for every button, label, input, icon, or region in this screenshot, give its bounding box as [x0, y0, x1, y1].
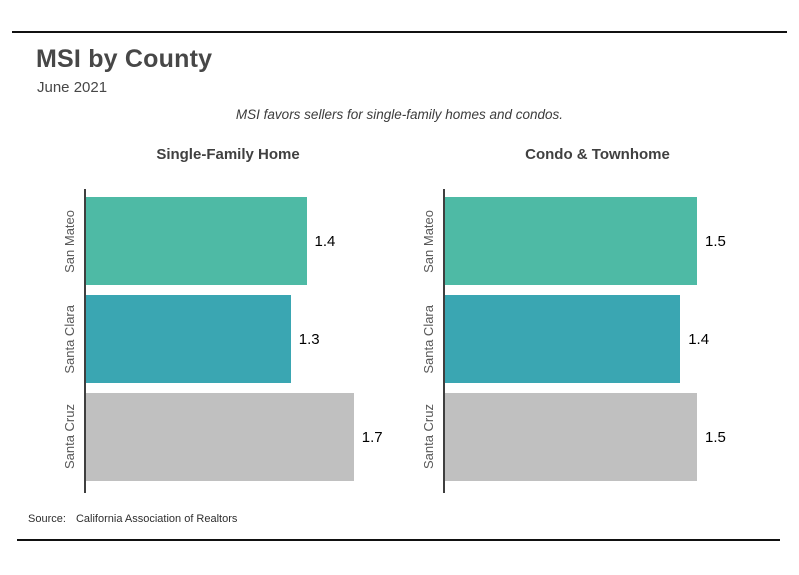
header: MSI by County June 2021 [36, 45, 212, 96]
bar-san-mateo [445, 197, 697, 285]
data-label: 1.5 [705, 428, 726, 446]
source-text: California Association of Realtors [75, 513, 238, 525]
top-divider [12, 31, 787, 33]
bar-santa-cruz [445, 393, 697, 481]
plot-area: San Mateo Santa Clara Santa Cruz 1.5 1.4 1.5 [414, 189, 781, 493]
chart-title: Condo & Townhome [525, 146, 670, 163]
bottom-divider [17, 539, 780, 541]
page-title: MSI by County [36, 45, 213, 73]
data-label: 1.7 [361, 428, 383, 446]
chart-single-family: Single-Family Home San Mateo Santa Clara S… [55, 146, 401, 493]
bar-row: 1.5 [445, 197, 781, 285]
category-label-text: Santa Cruz [421, 404, 436, 470]
plot-area: San Mateo Santa Clara Santa Cruz 1.4 1.3 1.7 [55, 189, 401, 493]
charts-row: Single-Family Home San Mateo Santa Clara S… [55, 146, 781, 493]
bar-row: 1.7 [86, 393, 401, 481]
bars-area: 1.5 1.4 1.5 [443, 189, 781, 493]
source-line: Source: California Association of Realto… [28, 513, 237, 525]
category-label: San Mateo [414, 197, 443, 285]
bar-row: 1.4 [445, 295, 781, 383]
category-label: Santa Clara [414, 295, 443, 383]
category-label-text: San Mateo [421, 209, 436, 273]
category-label-text: Santa Clara [421, 304, 436, 374]
category-label: San Mateo [55, 197, 84, 285]
data-label: 1.3 [298, 330, 320, 348]
bar-row: 1.4 [86, 197, 401, 285]
chart-title: Single-Family Home [156, 146, 300, 163]
category-label-text: Santa Cruz [62, 404, 77, 470]
source-label: Source: [28, 513, 66, 525]
chart-note: MSI favors sellers for single-family hom… [235, 107, 564, 122]
chart-condo-townhome: Condo & Townhome San Mateo Santa Clara San… [414, 146, 781, 493]
page-subtitle: June 2021 [37, 79, 108, 96]
bar-santa-clara [445, 295, 681, 383]
bar-row: 1.3 [86, 295, 401, 383]
category-labels: San Mateo Santa Clara Santa Cruz [55, 189, 84, 493]
category-label-text: Santa Clara [62, 304, 77, 374]
bar-santa-cruz [86, 393, 354, 481]
category-labels: San Mateo Santa Clara Santa Cruz [414, 189, 443, 493]
bar-santa-clara [86, 295, 291, 383]
bar-san-mateo [86, 197, 307, 285]
data-label: 1.4 [688, 330, 710, 348]
category-label-text: San Mateo [62, 209, 77, 273]
data-label: 1.4 [314, 232, 336, 250]
data-label: 1.5 [705, 232, 726, 250]
category-label: Santa Cruz [414, 393, 443, 481]
bar-row: 1.5 [445, 393, 781, 481]
bars-area: 1.4 1.3 1.7 [84, 189, 401, 493]
category-label: Santa Clara [55, 295, 84, 383]
category-label: Santa Cruz [55, 393, 84, 481]
